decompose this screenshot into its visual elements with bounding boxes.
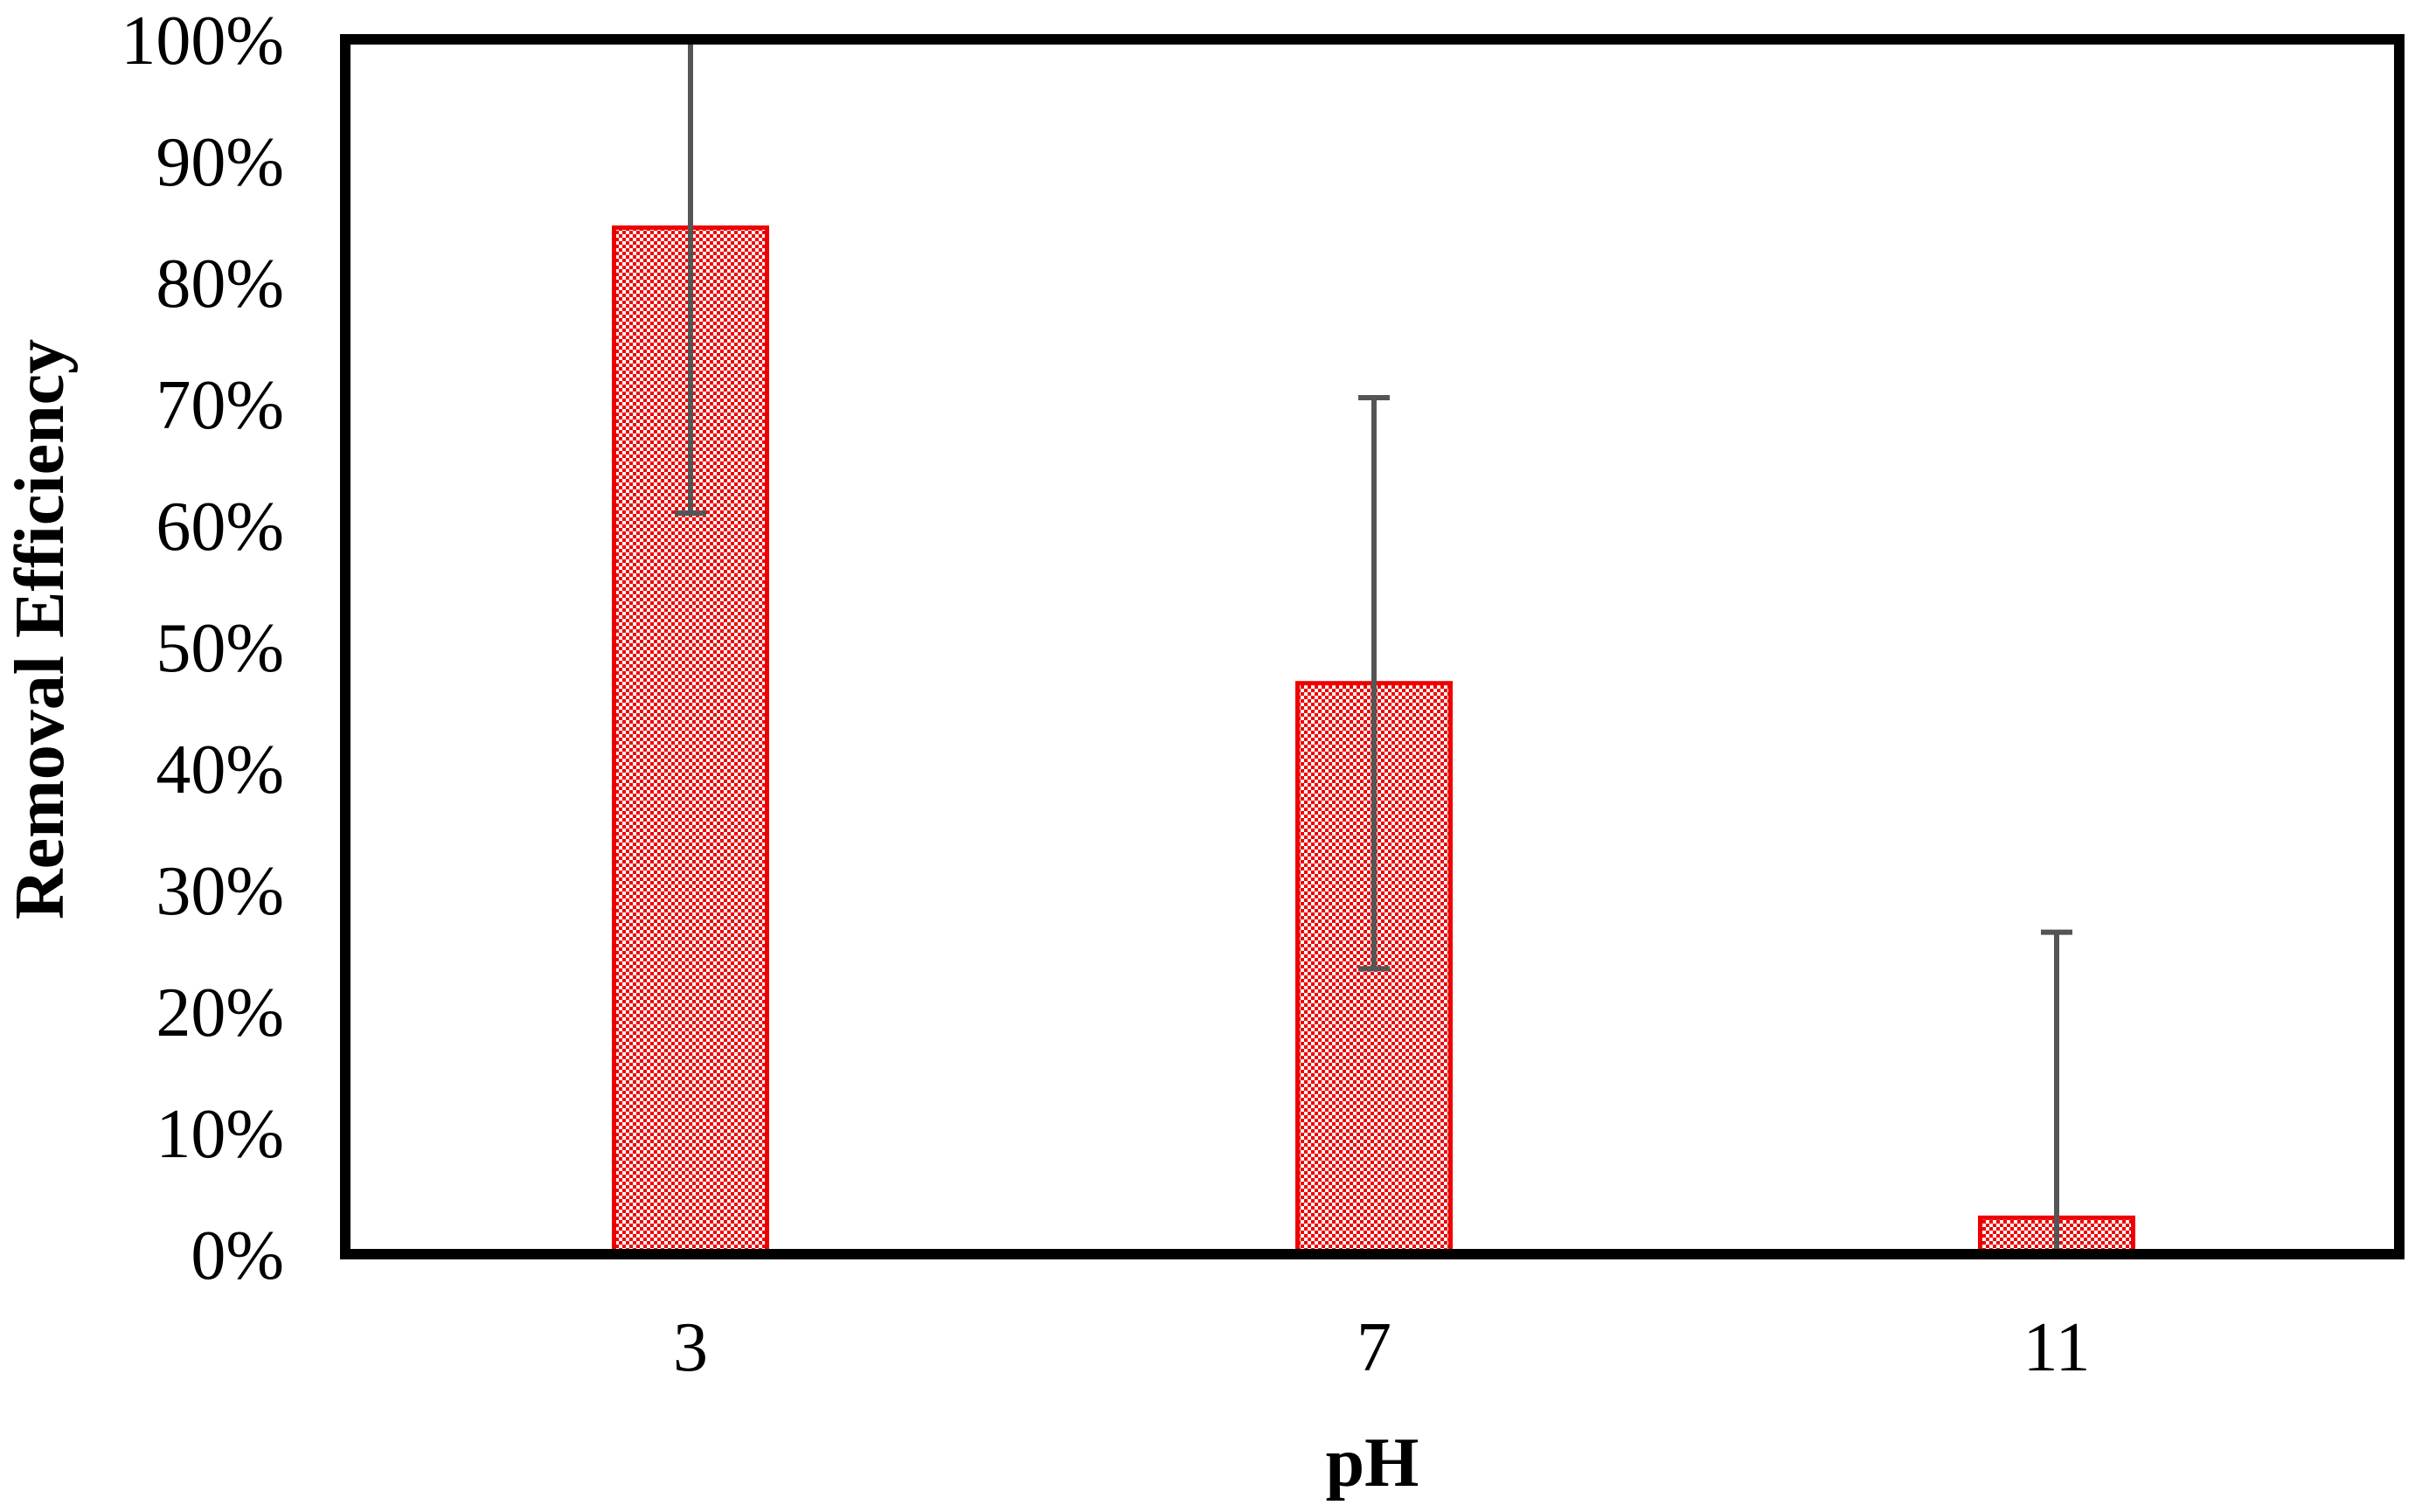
y-tick-label: 80% (156, 246, 284, 323)
y-tick-label: 10% (156, 1096, 284, 1173)
x-tick-label: 3 (673, 1309, 708, 1386)
error-bar-ph-3 (675, 39, 706, 517)
error-bar-ph-11 (2041, 929, 2072, 1254)
y-tick-label: 50% (156, 610, 284, 687)
y-tick-label: 30% (156, 853, 284, 930)
x-axis-ticks: 3 7 11 (673, 1309, 2091, 1386)
error-bars-layer (675, 39, 2072, 1254)
y-tick-label: 0% (191, 1217, 284, 1294)
y-tick-label: 20% (156, 974, 284, 1051)
y-tick-label: 40% (156, 732, 284, 808)
y-tick-label: 100% (121, 3, 284, 80)
y-tick-label: 60% (156, 489, 284, 565)
y-axis-ticks: 0% 10% 20% 30% 40% 50% 60% 70% 80% 90% 100% (121, 3, 284, 1294)
y-tick-label: 70% (156, 367, 284, 444)
x-axis-title: pH (1326, 1425, 1419, 1502)
x-tick-label: 11 (2023, 1309, 2090, 1386)
x-tick-label: 7 (1357, 1309, 1391, 1386)
y-tick-label: 90% (156, 124, 284, 201)
plot-frame (340, 34, 2405, 1259)
error-bar-ph-7 (1358, 395, 1390, 972)
y-axis-title: Removal Efficiency (2, 339, 79, 919)
